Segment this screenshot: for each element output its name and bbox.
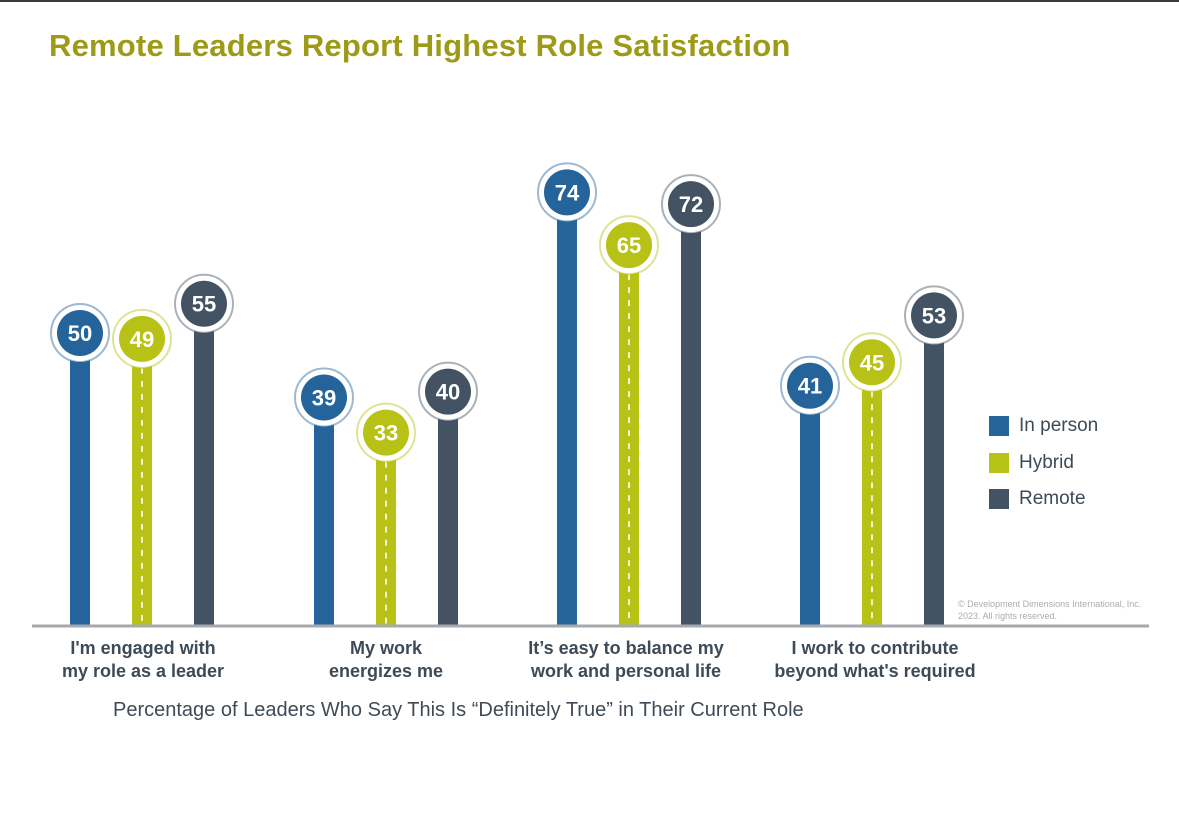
marker-in-person bbox=[787, 362, 833, 409]
legend-swatch-in-person bbox=[989, 416, 1009, 437]
marker-remote bbox=[425, 368, 471, 415]
category-label-line: energizes me bbox=[328, 661, 444, 681]
marker-remote bbox=[181, 280, 227, 327]
category-label-line: my role as a leader bbox=[61, 661, 225, 681]
copyright-notice: © Development Dimensions International, … bbox=[958, 599, 1142, 621]
bar-in-person bbox=[314, 397, 334, 626]
x-axis-title: Percentage of Leaders Who Say This Is “D… bbox=[113, 699, 804, 721]
category-label-line: work and personal life bbox=[530, 661, 722, 681]
category-label-contribute: I work to contribute beyond what's requi… bbox=[725, 637, 1025, 683]
data-label-in-person: 39 bbox=[312, 385, 336, 410]
chart-title: Remote Leaders Report Highest Role Satis… bbox=[49, 28, 791, 63]
bar-hybrid bbox=[862, 362, 882, 626]
legend-item-hybrid: Hybrid bbox=[989, 445, 1098, 482]
marker-hybrid bbox=[606, 222, 652, 269]
legend-item-in-person: In person bbox=[989, 408, 1098, 445]
marker-in-person bbox=[57, 310, 103, 356]
bar-remote bbox=[438, 391, 458, 626]
category-label-engaged: I'm engaged with my role as a leader bbox=[0, 637, 293, 683]
category-label-line: I'm engaged with bbox=[70, 638, 216, 658]
category-label-energizes: My work energizes me bbox=[236, 637, 536, 683]
marker-hybrid bbox=[363, 409, 409, 456]
legend-label-remote: Remote bbox=[1019, 488, 1086, 510]
data-label-remote: 53 bbox=[922, 303, 946, 328]
bar-remote bbox=[194, 303, 214, 626]
legend-swatch-remote bbox=[989, 489, 1009, 510]
data-label-in-person: 41 bbox=[798, 374, 822, 399]
category-label-line: beyond what's required bbox=[774, 661, 976, 681]
data-label-remote: 72 bbox=[679, 192, 703, 217]
marker-hybrid bbox=[119, 315, 165, 362]
legend: In person Hybrid Remote bbox=[989, 408, 1098, 518]
data-label-remote: 40 bbox=[436, 380, 460, 405]
data-label-hybrid: 33 bbox=[374, 421, 398, 446]
category-label-line: It’s easy to balance my bbox=[528, 638, 724, 658]
bar-in-person bbox=[557, 192, 577, 627]
category-label-line: My work bbox=[349, 638, 423, 658]
category-label-line: I work to contribute bbox=[791, 638, 959, 658]
bar-hybrid bbox=[132, 338, 152, 626]
data-label-hybrid: 49 bbox=[130, 327, 154, 352]
data-label-in-person: 50 bbox=[68, 321, 92, 346]
data-label-remote: 55 bbox=[192, 292, 216, 317]
data-label-in-person: 74 bbox=[555, 180, 580, 205]
bar-in-person bbox=[800, 385, 820, 626]
legend-swatch-hybrid bbox=[989, 452, 1009, 473]
marker-in-person bbox=[544, 169, 590, 216]
bar-remote bbox=[681, 204, 701, 626]
legend-label-in-person: In person bbox=[1019, 415, 1099, 437]
top-border bbox=[0, 0, 1179, 2]
marker-remote bbox=[911, 292, 957, 339]
legend-item-remote: Remote bbox=[989, 481, 1098, 518]
bar-in-person bbox=[70, 333, 90, 626]
marker-hybrid bbox=[849, 339, 895, 386]
bars-layer: 50 39 74 41 49 33 65 45 55 40 72 53 bbox=[50, 162, 964, 627]
bar-remote bbox=[924, 315, 944, 626]
marker-remote bbox=[668, 181, 714, 228]
marker-in-person bbox=[301, 374, 347, 421]
data-label-hybrid: 65 bbox=[617, 233, 641, 258]
data-label-hybrid: 45 bbox=[860, 350, 884, 375]
category-label-balance: It’s easy to balance my work and persona… bbox=[476, 637, 776, 683]
legend-label-hybrid: Hybrid bbox=[1019, 451, 1074, 473]
